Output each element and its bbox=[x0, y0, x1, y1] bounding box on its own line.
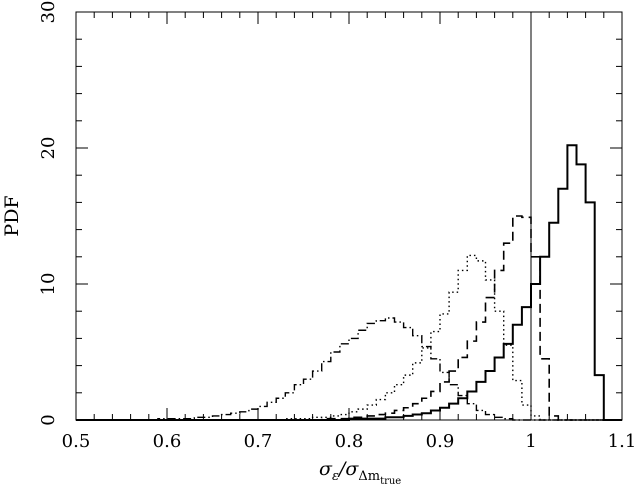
y-tick-label: 20 bbox=[38, 137, 59, 160]
x-tick-label: 1.1 bbox=[608, 431, 637, 452]
x-tick-label: 0.9 bbox=[426, 431, 455, 452]
plot-frame bbox=[75, 11, 623, 421]
x-tick-label: 0.5 bbox=[62, 431, 91, 452]
y-tick-label: 30 bbox=[38, 1, 59, 24]
series-layer bbox=[76, 144, 622, 421]
x-tick-label: 0.8 bbox=[335, 431, 364, 452]
y-tick-label: 10 bbox=[38, 273, 59, 296]
y-axis-label: PDF bbox=[1, 195, 23, 236]
x-tick-label: 0.7 bbox=[244, 431, 273, 452]
series-solid-histogram bbox=[76, 144, 622, 421]
x-axis-label: σε/σΔmtrue bbox=[319, 458, 401, 487]
y-tick-label: 0 bbox=[38, 414, 59, 425]
axes-layer bbox=[75, 11, 623, 421]
x-tick-label: 1 bbox=[525, 431, 536, 452]
x-tick-label: 0.6 bbox=[153, 431, 182, 452]
series-dashed-histogram bbox=[76, 215, 622, 421]
